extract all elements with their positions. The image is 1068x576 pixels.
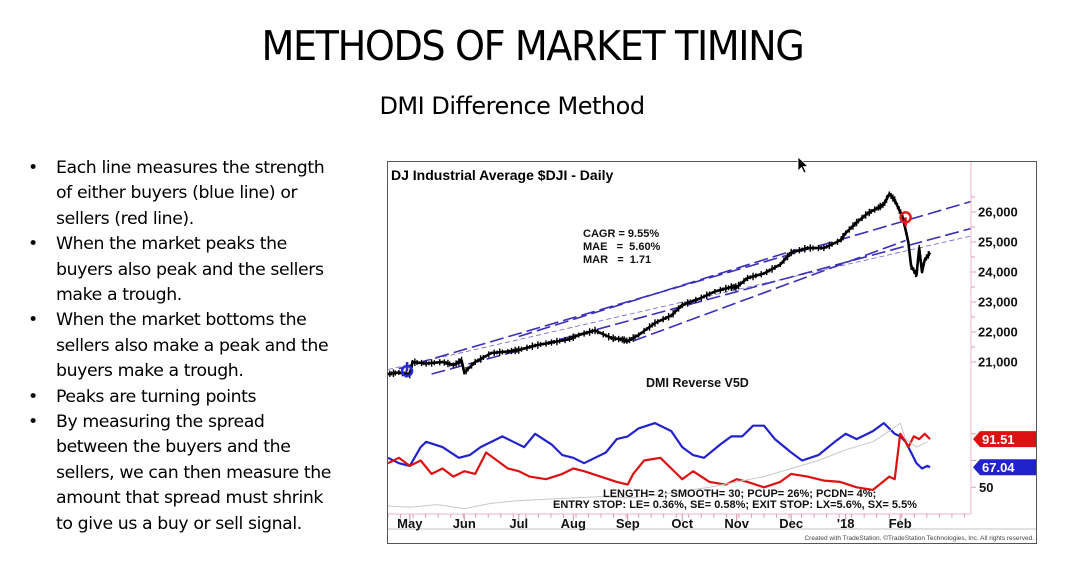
bullet-dot: • — [28, 158, 38, 178]
stat-cagr: CAGR = 9.55% — [583, 228, 659, 240]
bullet-dot: • — [28, 234, 38, 255]
bullet-line: Each line measures the strength — [56, 158, 325, 178]
middle-channel-line — [387, 235, 972, 370]
bullet-line: to give us a buy or sell signal. — [56, 513, 302, 534]
time-tick-label: Sep — [616, 516, 640, 531]
time-tick-label: '18 — [837, 516, 855, 531]
price-tick-label: 24,000 — [978, 265, 1018, 280]
time-tick-label: Dec — [779, 516, 803, 531]
bullet-dot: • — [28, 386, 38, 407]
bullet-item: • When the market peaks the buyers also pe… — [28, 232, 358, 308]
copyright-footer: Created with TradeStation. ©TradeStation… — [804, 534, 1034, 542]
bullet-item: • Each line measures the strength of eithe… — [28, 156, 358, 232]
time-tick-label: Aug — [561, 516, 586, 531]
bullet-line: When the market bottoms the — [56, 310, 307, 331]
bullet-line: Peaks are turning points — [56, 386, 257, 407]
bullet-line: By measuring the spread — [56, 412, 265, 433]
bullet-dot: • — [28, 310, 38, 331]
time-tick-label: Oct — [671, 516, 693, 531]
upper-channel-early-line — [518, 248, 797, 338]
price-line — [387, 192, 932, 376]
dji-chart: 67.04 91.51 21,000 22,000 23,000 24,000 25,00… — [387, 162, 1036, 542]
bullet-line: between the buyers and the — [56, 437, 291, 458]
price-tick-label: 23,000 — [978, 295, 1018, 310]
bullet-line: When the market peaks the — [56, 234, 287, 255]
time-tick-label: Jun — [453, 516, 476, 531]
sellers-value-label: 91.51 — [982, 432, 1015, 447]
price-tick-label: 21,000 — [978, 355, 1018, 370]
slide-subtitle: DMI Difference Method — [379, 92, 645, 120]
time-tick-label: May — [397, 516, 423, 531]
price-overlay-line — [387, 422, 928, 510]
buyers-line — [387, 422, 931, 470]
bullet-line: amount that spread must shrink — [56, 488, 324, 509]
chart-frame: 67.04 91.51 21,000 22,000 23,000 24,000 25,00… — [387, 161, 1037, 544]
bullet-item: • When the market bottoms the sellers also… — [28, 308, 358, 384]
bullet-dot: • — [28, 412, 38, 433]
slide-title: METHODS OF MARKET TIMING — [261, 22, 804, 70]
lower-channel-early-line — [632, 239, 906, 342]
bullet-line: buyers also peak and the sellers — [56, 259, 324, 280]
price-tick-label: 26,000 — [978, 205, 1018, 220]
price-tick-label: 22,000 — [978, 325, 1018, 340]
bullet-item: • Peaks are turning points — [28, 385, 358, 410]
bullet-line: make a trough. — [56, 285, 182, 306]
indicator-tick-label: 50 — [979, 480, 993, 495]
sellers-line — [387, 432, 931, 491]
bullet-line: of either buyers (blue line) or — [56, 183, 298, 204]
lower-channel-line — [431, 227, 972, 375]
time-tick-label: Feb — [889, 516, 912, 531]
bullet-line: sellers (red line). — [56, 208, 194, 229]
bullet-item: • By measuring the spread between the buye… — [28, 410, 358, 537]
time-tick-label: Nov — [724, 516, 749, 531]
buyers-value-badge — [973, 459, 1036, 476]
mouse-cursor-icon — [797, 156, 810, 174]
bullet-line: buyers make a trough. — [56, 361, 244, 382]
indicator-label: DMI Reverse V5D — [646, 376, 749, 390]
params-line-2: ENTRY STOP: LE= 0.36%, SE= 0.58%; EXIT S… — [553, 499, 917, 511]
price-tick-label: 25,000 — [978, 235, 1018, 250]
sellers-value-badge — [973, 431, 1036, 448]
stat-mar: MAR = 1.71 — [583, 254, 651, 266]
bullet-list: • Each line measures the strength of eithe… — [28, 156, 358, 537]
bullet-line: sellers also make a peak and the — [56, 335, 329, 356]
stat-mae: MAE = 5.60% — [583, 241, 661, 253]
params-line-1: LENGTH= 2; SMOOTH= 30; PCUP= 26%; PCDN= … — [603, 488, 876, 500]
chart-title: DJ Industrial Average $DJI - Daily — [391, 167, 613, 183]
buyers-value-label: 67.04 — [982, 460, 1015, 475]
time-tick-label: Jul — [509, 516, 528, 531]
bullet-line: sellers, we can then measure the — [56, 462, 331, 483]
